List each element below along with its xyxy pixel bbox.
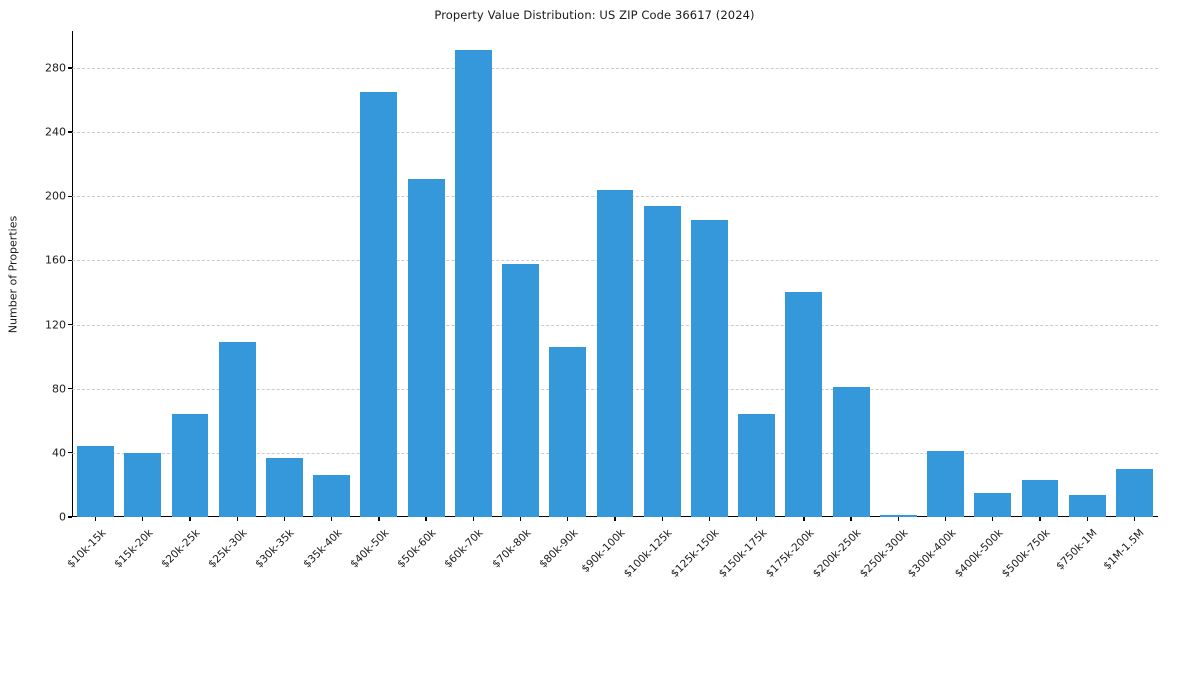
x-tick-label-text: $80k-90k (536, 527, 581, 571)
x-tick-label-text: $250k-300k (857, 527, 911, 580)
y-tick-mark (68, 323, 72, 326)
x-tick-mark (567, 517, 569, 521)
y-tick-label: 280 (45, 61, 66, 75)
y-tick-mark (68, 388, 72, 390)
bar (77, 446, 115, 517)
y-tick-label: 40 (52, 446, 66, 460)
bar (454, 50, 492, 517)
x-tick-label-text: $10k-15k (64, 527, 109, 571)
x-tick-mark (803, 517, 805, 521)
bar (1115, 468, 1153, 517)
bar (785, 292, 823, 517)
x-tick-mark (944, 517, 947, 521)
y-tick-mark (68, 452, 72, 454)
x-tick-mark (236, 517, 238, 521)
y-axis-spine (72, 31, 74, 517)
bar (738, 414, 776, 517)
bar (313, 475, 351, 517)
bar (596, 189, 634, 517)
bar (360, 91, 398, 517)
y-tick-label: 0 (59, 510, 66, 524)
chart-figure: Property Value Distribution: US ZIP Code… (6, 8, 1158, 580)
bar (832, 387, 870, 517)
x-tick-mark (283, 517, 286, 521)
y-tick-label: 120 (45, 318, 66, 332)
x-tick-label-text: $30k-35k (253, 527, 297, 571)
y-tick-mark (68, 516, 72, 518)
x-tick-mark (992, 517, 994, 521)
y-tick-mark (68, 67, 72, 69)
bar (266, 457, 303, 517)
bars-layer (72, 31, 1158, 517)
bar (549, 346, 587, 517)
bar (691, 220, 728, 517)
x-tick-mark (472, 517, 474, 521)
x-tick-label-text: $60k-70k (442, 527, 486, 571)
bar (502, 263, 539, 517)
x-tick-mark (1039, 517, 1041, 521)
bar (1068, 494, 1106, 517)
x-tick-mark (425, 517, 427, 521)
y-tick-mark (68, 131, 72, 133)
x-tick-label-text: $50k-60k (395, 527, 439, 571)
x-tick-mark (708, 517, 711, 521)
x-tick-mark (142, 517, 144, 521)
x-tick-mark (519, 517, 522, 521)
x-tick-mark (756, 517, 758, 521)
bar (974, 492, 1012, 517)
plot-area: 0 40 80 120 160 200 240 280 $10k-15k $15k-20k $20… (45, 31, 1158, 580)
x-tick-label: $10k-15k (0, 527, 108, 677)
bar (879, 515, 917, 517)
chart-title: Property Value Distribution: US ZIP Code… (434, 8, 755, 22)
x-tick-mark (189, 517, 191, 521)
x-tick-mark (331, 517, 333, 521)
gridline (72, 132, 1158, 134)
y-tick-mark (68, 259, 72, 261)
bar (927, 451, 964, 517)
x-tick-mark (661, 517, 663, 521)
x-tick-label-text: $35k-40k (300, 527, 345, 571)
x-tick-label-text: $25k-30k (206, 527, 250, 571)
bar (171, 414, 209, 517)
x-tick-mark (1133, 517, 1136, 521)
bar (218, 342, 256, 517)
y-tick-mark (68, 195, 72, 197)
x-tick-label-text: $300k-400k (905, 527, 959, 580)
x-tick-mark (378, 517, 380, 521)
bar (1021, 480, 1059, 517)
y-tick-label: 200 (45, 189, 66, 203)
y-tick-label: 160 (45, 253, 66, 267)
x-tick-mark (1086, 517, 1088, 521)
y-tick-label: 80 (52, 382, 66, 396)
x-tick-mark (850, 517, 852, 521)
x-tick-mark (614, 517, 616, 521)
x-tick-label-text: $70k-80k (489, 527, 534, 571)
x-tick-label-text: $40k-50k (348, 527, 392, 571)
bar (124, 452, 162, 517)
gridline (72, 67, 1158, 69)
x-tick-label-text: $15k-20k (111, 527, 156, 571)
y-axis-label: Number of Properties (6, 215, 20, 334)
y-tick-label: 240 (45, 125, 66, 139)
x-tick-label-text: $125k-150k (669, 527, 722, 580)
x-tick-mark (94, 517, 97, 521)
x-tick-label-text: $1M-1.5M (1101, 527, 1147, 573)
x-tick-label-text: $90k-100k (579, 527, 628, 576)
x-tick-mark (897, 517, 899, 521)
x-tick-label-text: $750k-1M (1054, 527, 1100, 573)
bar (643, 205, 681, 517)
bar (407, 178, 445, 517)
x-tick-label-text: $20k-25k (159, 527, 203, 571)
